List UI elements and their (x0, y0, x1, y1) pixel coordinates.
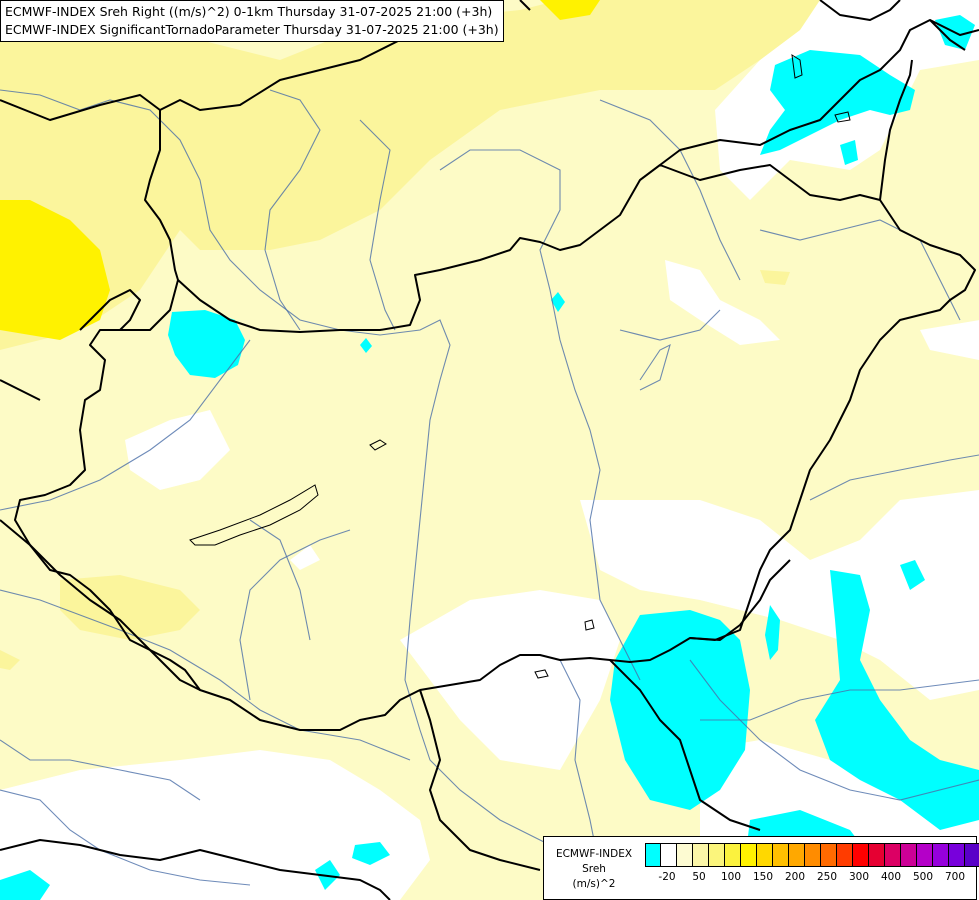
legend-tick-label: 50 (692, 871, 706, 883)
legend-swatch (805, 844, 821, 866)
lakes (189, 54, 851, 679)
legend-swatch (741, 844, 757, 866)
color-legend: ECMWF-INDEX Sreh (m/s)^2 -20 50 100 150 200 2… (543, 836, 979, 900)
legend-swatches (645, 843, 979, 867)
legend-tick-label: 400 (880, 871, 902, 883)
legend-swatch (821, 844, 837, 866)
legend-tick-label: 250 (816, 871, 838, 883)
legend-swatch (725, 844, 741, 866)
yellow-regions (0, 0, 600, 340)
legend-swatch (757, 844, 773, 866)
map-title-line2: ECMWF-INDEX SignificantTornadoParameter … (5, 22, 499, 37)
legend-swatch (661, 844, 677, 866)
legend-swatch (853, 844, 869, 866)
legend-swatch (789, 844, 805, 866)
legend-swatch (773, 844, 789, 866)
legend-title-unit: (m/s)^2 (572, 878, 616, 890)
legend-tick-label: 300 (848, 871, 870, 883)
legend-ticks: -20 50 100 150 200 250 300 400 500 700 (645, 871, 979, 889)
legend-swatch (901, 844, 917, 866)
legend-tick-label: 700 (944, 871, 966, 883)
legend-swatch (693, 844, 709, 866)
legend-swatch (965, 844, 979, 866)
legend-title: ECMWF-INDEX Sreh (m/s)^2 (548, 847, 640, 892)
legend-swatch (933, 844, 949, 866)
legend-tick-label: 150 (752, 871, 774, 883)
legend-tick-label: 500 (912, 871, 934, 883)
legend-title-variable: Sreh (582, 863, 606, 875)
legend-swatch (917, 844, 933, 866)
legend-swatch (885, 844, 901, 866)
legend-tick-label: -20 (658, 871, 676, 883)
light-yellow-regions (0, 0, 820, 670)
legend-swatch (949, 844, 965, 866)
legend-swatch (677, 844, 693, 866)
legend-swatch (709, 844, 725, 866)
legend-title-source: ECMWF-INDEX (555, 848, 633, 860)
legend-swatch (645, 844, 661, 866)
map-title-line1: ECMWF-INDEX Sreh Right ((m/s)^2) 0-1km T… (5, 4, 493, 19)
map-title-box: ECMWF-INDEX Sreh Right ((m/s)^2) 0-1km T… (0, 0, 504, 42)
legend-swatch (837, 844, 853, 866)
legend-tick-label: 200 (784, 871, 806, 883)
legend-tick-label: 100 (720, 871, 742, 883)
legend-scale: -20 50 100 150 200 250 300 400 500 700 (645, 843, 979, 889)
legend-swatch (869, 844, 885, 866)
